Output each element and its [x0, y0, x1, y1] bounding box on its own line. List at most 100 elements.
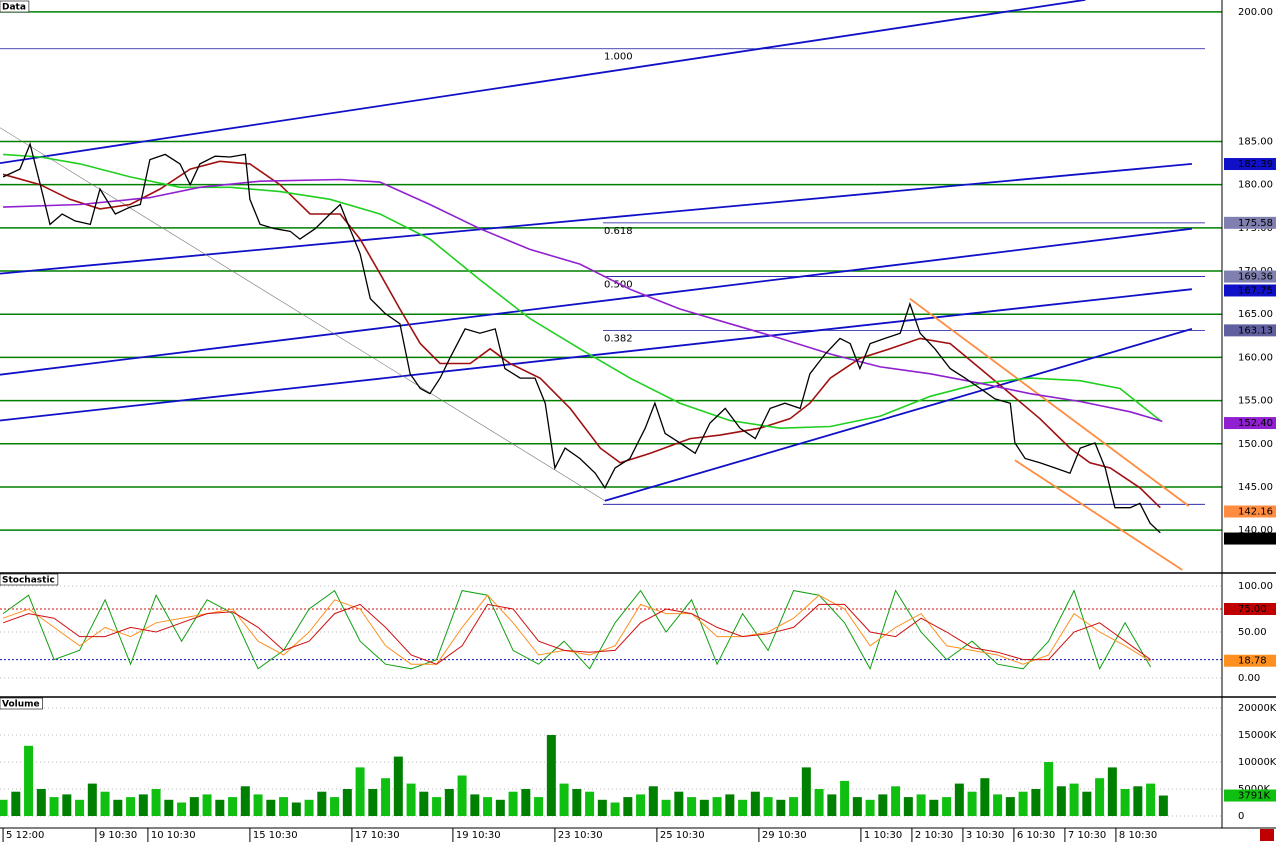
x-tick-label: 10 10:30 — [151, 830, 196, 841]
x-tick-label: 25 10:30 — [660, 830, 705, 841]
volume-bar — [1018, 791, 1028, 817]
volume-bar — [355, 767, 365, 817]
y-tick-label: 0.00 — [1238, 673, 1260, 684]
y-tick-label: 50.00 — [1238, 627, 1267, 638]
x-tick-label: 15 10:30 — [253, 830, 298, 841]
volume-bar — [1146, 783, 1156, 817]
trend-line — [0, 227, 1193, 376]
volume-bar — [291, 802, 301, 817]
pane-title-box — [0, 0, 30, 13]
price-marker — [1224, 324, 1276, 337]
y-tick-label: 185.00 — [1238, 136, 1273, 147]
volume-bar — [432, 797, 442, 817]
pane-title: Stochastic — [2, 576, 55, 586]
volume-bar — [559, 783, 569, 817]
volume-bar — [419, 791, 429, 817]
price-marker-label: 152.40 — [1238, 418, 1273, 429]
price-marker — [1224, 603, 1276, 616]
pane-title-box — [0, 697, 43, 710]
y-tick-label: 180.00 — [1238, 180, 1273, 191]
volume-bar — [62, 794, 72, 817]
moving-average — [2, 160, 1161, 509]
volume-bar — [610, 802, 620, 817]
pane-title: Volume — [2, 700, 40, 710]
y-tick-label: 200.00 — [1238, 7, 1273, 18]
volume-bar — [572, 789, 582, 817]
y-tick-label: 5000K — [1238, 784, 1270, 795]
price-marker-label: 75.00 — [1238, 604, 1267, 615]
price-marker-label: 139.03 — [1238, 534, 1273, 545]
volume-bar — [942, 797, 952, 817]
x-tick-label: 2 10:30 — [915, 830, 953, 841]
y-tick-label: 145.00 — [1238, 482, 1273, 493]
volume-bar — [0, 799, 8, 817]
x-tick-label: 23 10:30 — [558, 830, 603, 841]
volume-bar — [738, 799, 748, 817]
volume-bar — [763, 797, 773, 817]
price-marker-label: 18.78 — [1238, 656, 1267, 667]
volume-bar — [903, 797, 913, 817]
volume-bar — [202, 794, 212, 817]
volume-bar — [827, 794, 837, 817]
y-tick-label: 15000K — [1238, 730, 1276, 741]
price-marker — [1224, 417, 1276, 430]
price-marker-label: 142.16 — [1238, 507, 1273, 518]
volume-bar — [189, 797, 199, 817]
volume-bar — [687, 797, 697, 817]
volume-bar — [1082, 791, 1092, 817]
series-line — [2, 142, 1161, 534]
trend-line — [1014, 459, 1183, 571]
y-tick-label: 0 — [1238, 811, 1244, 822]
y-tick-label: 155.00 — [1238, 396, 1273, 407]
volume-bar — [954, 783, 964, 817]
price-marker-label: 167.75 — [1238, 285, 1273, 296]
volume-bar — [1044, 762, 1054, 817]
volume-bar — [1120, 789, 1130, 817]
price-marker — [1224, 270, 1276, 283]
volume-bar — [891, 786, 901, 817]
volume-bar — [126, 797, 136, 817]
x-tick-label: 7 10:30 — [1068, 830, 1106, 841]
price-marker — [1224, 532, 1276, 545]
x-tick-label: 29 10:30 — [762, 830, 807, 841]
volume-bar — [49, 797, 59, 817]
price-marker — [1224, 505, 1276, 518]
volume-bar — [1005, 797, 1015, 817]
volume-bar — [661, 799, 671, 817]
volume-bar — [495, 799, 505, 817]
series-line — [2, 589, 1152, 671]
y-tick-label: 20000K — [1238, 703, 1276, 714]
volume-bar — [636, 794, 646, 817]
volume-bar — [1107, 767, 1117, 817]
volume-bar — [215, 799, 225, 817]
volume-bar — [814, 789, 824, 817]
volume-bar — [534, 797, 544, 817]
y-tick-label: 165.00 — [1238, 309, 1273, 320]
series-line — [2, 603, 1151, 665]
volume-bar — [597, 799, 607, 817]
y-tick-label: 150.00 — [1238, 439, 1273, 450]
fib-label: 0.618 — [604, 226, 633, 237]
volume-bar — [916, 794, 926, 817]
y-tick-label: 10000K — [1238, 757, 1276, 768]
volume-bar — [1158, 795, 1168, 817]
corner-button[interactable] — [1260, 829, 1274, 841]
trend-line — [909, 297, 1190, 507]
volume-pane — [0, 707, 1222, 817]
volume-bar — [840, 780, 850, 817]
y-tick-label: 100.00 — [1238, 581, 1273, 592]
volume-bar — [967, 791, 977, 817]
volume-bar — [674, 791, 684, 817]
trend-line — [604, 328, 1193, 502]
volume-bar — [151, 789, 161, 817]
volume-bar — [470, 794, 480, 817]
volume-bar — [725, 794, 735, 817]
pane-title: Data — [2, 3, 26, 13]
volume-bar — [623, 797, 633, 817]
volume-bar — [24, 745, 34, 817]
x-tick-label: 9 10:30 — [99, 830, 137, 841]
trend-line — [0, 163, 1192, 275]
fib-label: 0.382 — [604, 333, 633, 344]
